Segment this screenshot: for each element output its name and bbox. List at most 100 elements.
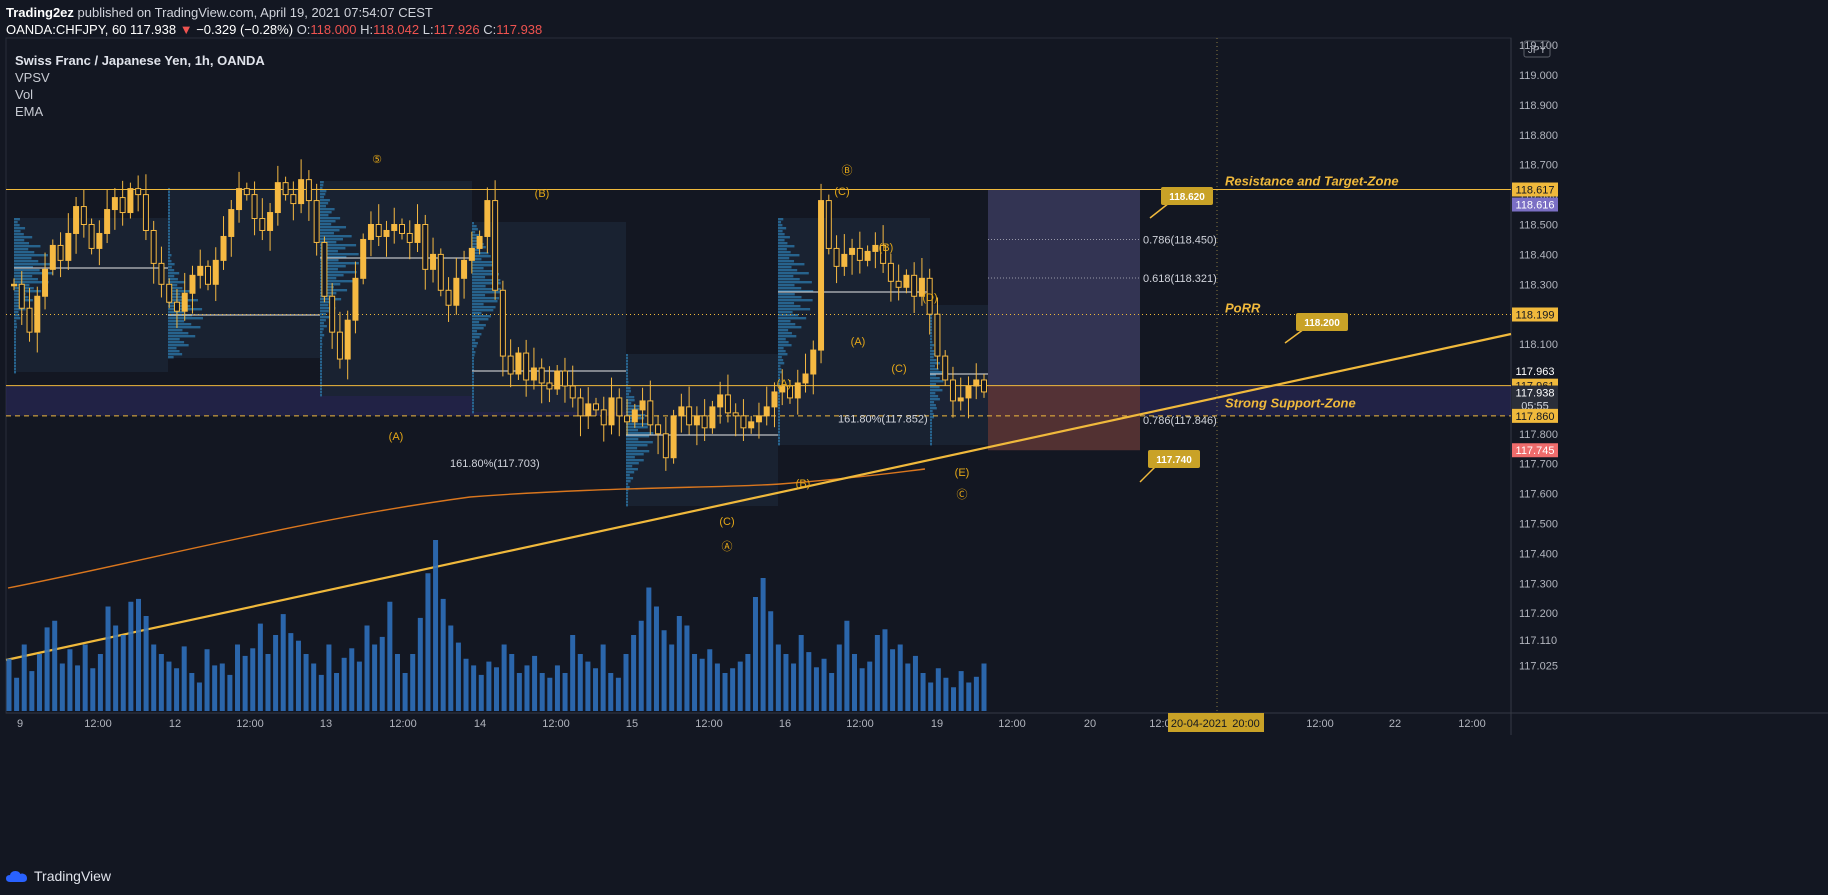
volume-profile-bar (930, 380, 944, 383)
volume-profile-bar (14, 224, 20, 227)
x-axis-tick: 22 (1389, 718, 1401, 730)
price-badge[interactable] (1512, 385, 1558, 400)
price-badge[interactable] (1512, 408, 1558, 423)
y-axis-tick: 118.900 (1519, 100, 1558, 112)
volume-profile-bar (14, 335, 16, 338)
volume-profile-bar (168, 311, 185, 314)
callout-box (1296, 313, 1348, 331)
volume-profile-bar (778, 290, 814, 293)
candle-body (391, 224, 398, 231)
volume-bar (189, 673, 195, 711)
volume-profile-bar (626, 468, 638, 471)
volume-bar (494, 667, 499, 711)
volume-bar (547, 677, 553, 711)
volume-profile-bar (778, 350, 786, 353)
volume-profile-bar (930, 356, 934, 359)
price-badge[interactable] (1512, 182, 1558, 197)
candle-body (802, 373, 809, 384)
candle-body (352, 277, 359, 321)
volume-bar (509, 654, 515, 711)
candle-body (515, 352, 522, 375)
volume-profile-bar (472, 267, 484, 270)
volume-profile-bar (778, 230, 783, 233)
volume-profile-bar (778, 416, 780, 419)
publisher-name[interactable]: Trading2ez (6, 5, 74, 20)
volume-profile-bar (472, 291, 501, 294)
price-badge[interactable] (1512, 197, 1558, 212)
candle-body (554, 370, 561, 390)
volume-profile-bar (320, 370, 322, 373)
volume-profile-bar (168, 263, 175, 266)
volume-profile-bar (168, 260, 172, 263)
volume-profile-bar (168, 191, 170, 194)
y-axis-tick: 117.400 (1519, 548, 1558, 560)
volume-bar (387, 601, 393, 711)
volume-profile-bar (930, 362, 941, 365)
volume-profile-bar (472, 408, 474, 411)
candle-body (903, 274, 910, 288)
volume-bar (615, 677, 621, 711)
volume-profile-bar (626, 429, 639, 432)
volume-profile-bar (626, 459, 644, 462)
volume-profile-bar (320, 214, 329, 217)
candle-body (825, 200, 832, 249)
volume-profile-bar (14, 233, 24, 236)
candle-body (367, 224, 374, 240)
volume-profile-bar (14, 371, 16, 374)
legend-item-ema[interactable]: EMA (15, 104, 44, 119)
fib-extension-label: 0.786(117.846) (1143, 415, 1217, 427)
legend-item-vol[interactable]: Vol (15, 87, 34, 102)
volume-profile-bar (930, 323, 932, 326)
volume-bar (760, 578, 766, 711)
currency-badge[interactable] (1523, 40, 1551, 58)
volume-profile-bar (778, 269, 798, 272)
price-badge[interactable] (1512, 364, 1558, 379)
volume-profile-bar (778, 314, 799, 317)
volume-profile-bar (168, 212, 170, 215)
price-axis-area[interactable] (1511, 38, 1828, 713)
price-chart[interactable]: 0.786(118.450) 0.618(118.321) Resistance a… (0, 0, 1828, 860)
volume-bar (75, 665, 81, 711)
price-badge[interactable] (1512, 307, 1558, 322)
volume-bar (608, 673, 614, 711)
candle-body (360, 238, 367, 279)
candle-body (818, 200, 825, 351)
volume-bar (585, 661, 591, 711)
candle-body (197, 265, 204, 276)
volume-profile-bar (778, 389, 780, 392)
callout-text: 118.620 (1169, 192, 1205, 203)
volume-bar (143, 616, 149, 711)
volume-profile-bar (778, 323, 796, 326)
volume-profile-bar (778, 392, 780, 395)
wave-label: (A) (777, 378, 792, 390)
wave-label: (D) (922, 292, 937, 304)
volume-profile-bar (472, 357, 474, 360)
x-axis-tick: 12:00 (1306, 718, 1334, 730)
volume-profile-bar (472, 234, 480, 237)
volume-profile-bar (930, 359, 937, 362)
legend-item-vpsv[interactable]: VPSV (15, 70, 50, 85)
volume-bar (943, 677, 949, 711)
volume-profile-bar (930, 377, 940, 380)
volume-bar (852, 654, 858, 711)
volume-bar (196, 682, 202, 711)
volume-bar (524, 665, 530, 711)
volume-profile-bar (168, 221, 170, 224)
volume-profile-bar (14, 326, 18, 329)
volume-profile-bar (320, 265, 346, 268)
volume-bar (638, 620, 644, 711)
volume-profile-bar (626, 366, 628, 369)
volume-profile-bar (168, 245, 170, 248)
legend-title[interactable]: Swiss Franc / Japanese Yen, 1h, OANDA (15, 53, 265, 68)
candle-body (833, 247, 840, 267)
symbol-name[interactable]: OANDA:CHFJPY, 60 (6, 22, 127, 37)
volume-profile-bar (320, 238, 343, 241)
wave-label: (A) (389, 431, 404, 443)
price-badge[interactable] (1512, 443, 1558, 458)
volume-bar (752, 597, 758, 711)
wave-label: (B) (879, 242, 894, 254)
tradingview-logo[interactable]: TradingView (6, 868, 111, 884)
candle-body (686, 406, 693, 426)
change-down-icon: ▼ (179, 22, 193, 37)
volume-profile-bar (626, 453, 644, 456)
